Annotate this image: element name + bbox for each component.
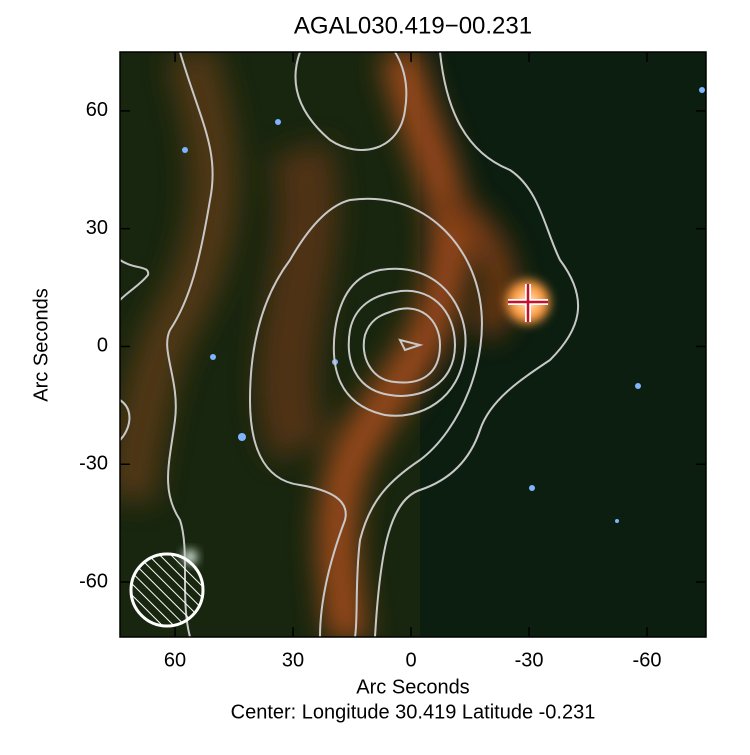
x-axis-label: Arc Seconds — [356, 676, 469, 698]
x-tick-label: -30 — [515, 649, 544, 671]
sky-image — [120, 52, 706, 637]
y-tick-label: 30 — [86, 217, 108, 239]
beam — [129, 552, 205, 628]
y-tick-label: 60 — [86, 99, 108, 121]
contours — [120, 52, 580, 637]
plot-frame — [119, 51, 707, 638]
y-tick-label: -30 — [79, 453, 108, 475]
x-tick-label: 30 — [282, 649, 304, 671]
x-tick-label: 60 — [164, 649, 186, 671]
y-axis-label: Arc Seconds — [30, 288, 52, 401]
x-tick-label: -60 — [633, 649, 662, 671]
source-marker — [508, 284, 548, 322]
y-tick-label: 0 — [97, 335, 108, 357]
footer: Center: Longitude 30.419 Latitude -0.231 — [231, 701, 596, 723]
chart-title: AGAL030.419−00.231 — [294, 12, 532, 39]
x-tick-label: 0 — [405, 649, 416, 671]
y-tick-label: -60 — [79, 570, 108, 592]
